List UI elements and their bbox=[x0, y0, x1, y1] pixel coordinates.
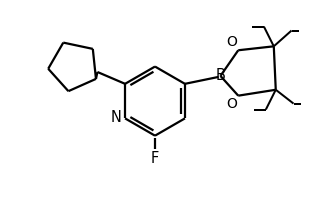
Text: O: O bbox=[226, 35, 237, 49]
Text: O: O bbox=[226, 97, 237, 111]
Text: B: B bbox=[215, 68, 225, 83]
Text: F: F bbox=[151, 152, 159, 166]
Text: N: N bbox=[110, 110, 121, 125]
